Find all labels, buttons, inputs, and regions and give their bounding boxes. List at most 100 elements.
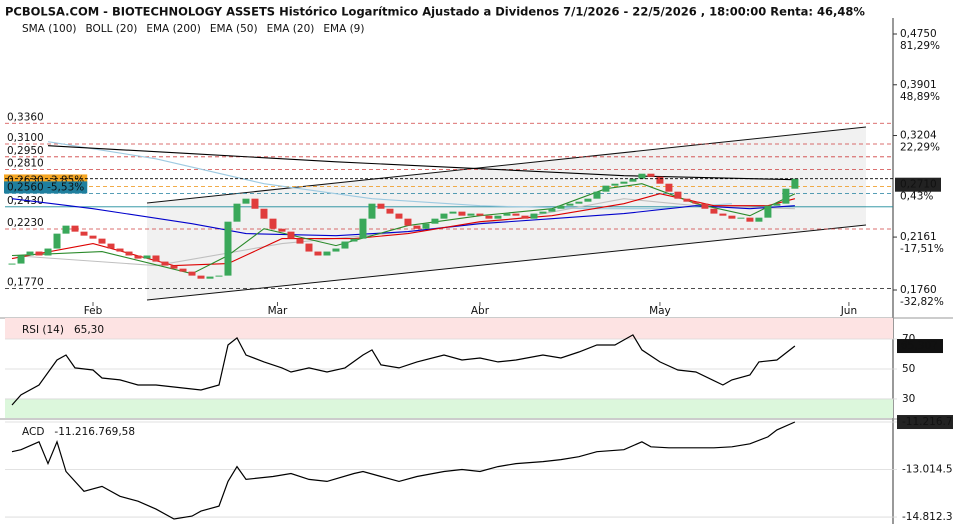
candle — [593, 191, 601, 199]
candle — [746, 217, 754, 222]
candle — [314, 251, 322, 256]
candle — [728, 215, 736, 219]
candle — [44, 248, 52, 256]
candle — [233, 203, 241, 222]
candle — [125, 251, 133, 256]
candle — [224, 221, 232, 276]
candle — [134, 255, 142, 259]
candle — [170, 265, 178, 269]
candle — [503, 213, 511, 216]
indicator-line — [11, 421, 796, 520]
candle — [251, 198, 259, 209]
candle — [719, 213, 727, 216]
candle — [404, 218, 412, 226]
x-tick-label: Abr — [471, 305, 490, 317]
candle — [206, 276, 214, 279]
candle — [143, 255, 151, 259]
y-tick-label: 0,3901 — [900, 79, 937, 91]
candle — [341, 241, 349, 249]
candle — [611, 183, 619, 186]
candle — [494, 215, 502, 219]
candle — [548, 208, 556, 212]
candle — [368, 203, 376, 219]
candle — [602, 185, 610, 192]
last-price-box — [895, 177, 941, 192]
candle — [179, 268, 187, 272]
x-tick-label: Mar — [268, 305, 288, 317]
level-label: 0,2230 — [7, 217, 44, 229]
y-tick-label: 0,4750 — [900, 28, 937, 40]
candle — [107, 243, 115, 249]
candle — [431, 218, 439, 224]
candle — [692, 201, 700, 204]
level-label: 0,2560 -5,53% — [7, 181, 84, 193]
candle — [71, 225, 79, 232]
candle — [629, 178, 637, 182]
y-tick-change: 81,29% — [900, 40, 940, 52]
candle — [647, 173, 655, 177]
candle — [323, 251, 331, 256]
candle — [620, 181, 628, 184]
level-label: 0,1770 — [7, 277, 44, 289]
candle — [710, 208, 718, 214]
candle — [215, 275, 223, 277]
x-tick-label: May — [649, 305, 671, 317]
candle — [260, 208, 268, 219]
candle — [350, 238, 358, 242]
x-tick-label: Feb — [84, 305, 103, 317]
last-value: 65,307 — [901, 340, 938, 352]
candle — [116, 248, 124, 252]
candle — [98, 238, 106, 244]
candle — [485, 215, 493, 219]
panel-title: ACD — [22, 426, 44, 438]
candle — [377, 203, 385, 209]
candle — [737, 217, 745, 219]
last-value-box — [897, 339, 943, 354]
candle — [701, 203, 709, 209]
candle — [539, 211, 547, 214]
candle — [521, 215, 529, 219]
indicator-line — [47, 141, 732, 210]
candle — [17, 255, 25, 264]
candle — [242, 198, 250, 204]
channel-upper — [146, 126, 867, 204]
candle — [62, 225, 70, 234]
candle — [35, 251, 43, 256]
candle — [269, 218, 277, 229]
candle — [476, 213, 484, 216]
candle — [89, 235, 97, 239]
last-price: 0,2710 — [900, 179, 937, 191]
candle — [683, 198, 691, 202]
level-label: 0,3360 — [7, 111, 44, 123]
y-tick-label: -11.216.7 — [902, 416, 953, 428]
legend-entry: EMA (50) — [210, 23, 258, 35]
level-label: 0,2950 — [7, 145, 44, 157]
indicator-line — [11, 334, 796, 406]
candle — [422, 223, 430, 229]
level-label: 0,3100 — [7, 132, 44, 144]
x-tick-label: Jun — [840, 305, 857, 317]
y-tick-change: 22,29% — [900, 142, 940, 154]
candle — [773, 203, 781, 206]
candle — [332, 248, 340, 252]
candle — [161, 261, 169, 266]
y-tick-label: 0,2161 — [900, 231, 937, 243]
y-tick-change: -32,82% — [900, 296, 944, 308]
y-tick-label: -13.014.5 — [902, 464, 953, 476]
candle — [512, 213, 520, 216]
panel-title: RSI (14) — [22, 324, 64, 336]
candle — [674, 191, 682, 199]
candle — [584, 198, 592, 202]
candle — [413, 225, 421, 229]
candle — [80, 231, 88, 236]
y-tick-label: 0,1760 — [900, 284, 937, 296]
candle — [440, 213, 448, 219]
candle — [278, 228, 286, 232]
candle — [395, 213, 403, 219]
candle — [26, 251, 34, 256]
candle — [188, 271, 196, 276]
candle — [782, 188, 790, 204]
zone — [5, 318, 893, 339]
